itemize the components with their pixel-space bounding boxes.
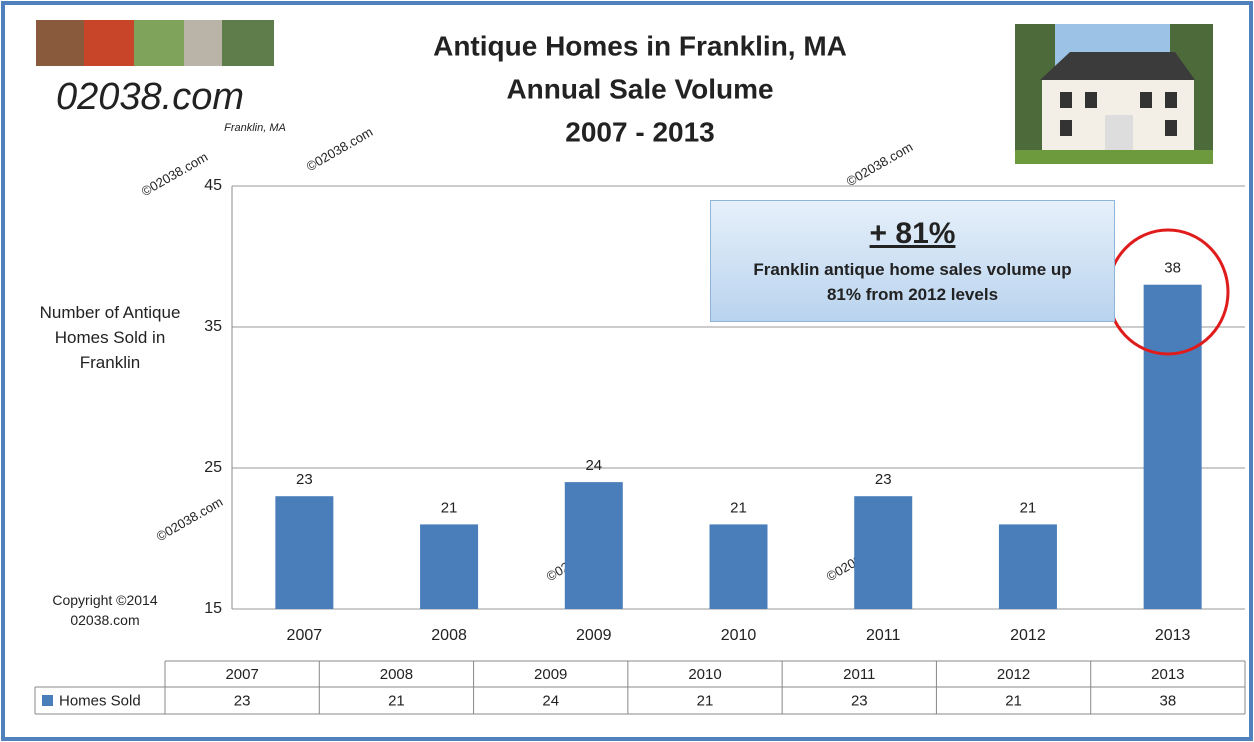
data-label: 24 (585, 457, 602, 474)
table-value: 23 (851, 692, 868, 709)
data-label: 23 (296, 471, 313, 488)
table-value: 24 (542, 692, 559, 709)
chart: 02038.com Franklin, MA Antique Homes in … (0, 0, 1254, 742)
table-value: 23 (234, 692, 251, 709)
table-value: 38 (1160, 692, 1177, 709)
bar (1144, 285, 1202, 609)
y-tick-label: 25 (204, 459, 222, 476)
table-header: 2013 (1151, 666, 1184, 683)
y-axis-label: Number of Antique Homes Sold in Franklin (35, 300, 185, 375)
bar (275, 496, 333, 609)
x-tick-label: 2012 (1010, 627, 1046, 644)
data-label: 21 (1020, 499, 1037, 516)
logo-photos (36, 20, 274, 66)
house-photo (1015, 24, 1213, 164)
table-header: 2007 (225, 666, 258, 683)
bar (999, 524, 1057, 609)
x-tick-label: 2013 (1155, 627, 1191, 644)
copyright: Copyright ©2014 02038.com (30, 590, 180, 630)
y-tick-label: 45 (204, 177, 222, 194)
x-tick-label: 2010 (721, 627, 757, 644)
data-label: 23 (875, 471, 892, 488)
chart-title: Antique Homes in Franklin, MA (433, 30, 847, 61)
table-header: 2009 (534, 666, 567, 683)
chart-title: 2007 - 2013 (565, 116, 714, 147)
table-header: 2008 (380, 666, 413, 683)
table-header: 2012 (997, 666, 1030, 683)
table-value: 21 (1005, 692, 1022, 709)
annotation-headline: + 81% (711, 217, 1114, 251)
table-header: 2010 (688, 666, 721, 683)
data-label: 21 (730, 499, 747, 516)
bar (710, 524, 768, 609)
x-tick-label: 2008 (431, 627, 467, 644)
x-tick-label: 2007 (287, 627, 323, 644)
x-tick-label: 2009 (576, 627, 612, 644)
x-tick-label: 2011 (866, 627, 901, 644)
legend-label: Homes Sold (59, 692, 141, 709)
annotation-text: Franklin antique home sales volume up 81… (748, 257, 1078, 307)
logo-site: 02038.com (56, 76, 244, 118)
bar (565, 482, 623, 609)
page: 02038.com Franklin, MA Antique Homes in … (0, 0, 1254, 742)
data-label: 21 (441, 499, 458, 516)
y-tick-label: 35 (204, 318, 222, 335)
logo-place: Franklin, MA (224, 122, 286, 134)
table-value: 21 (388, 692, 405, 709)
y-tick-label: 15 (204, 600, 222, 617)
table-value: 21 (697, 692, 714, 709)
chart-title: Annual Sale Volume (506, 73, 773, 104)
annotation-box: + 81% Franklin antique home sales volume… (710, 200, 1115, 322)
legend-swatch (42, 695, 53, 706)
bar (420, 524, 478, 609)
bar (854, 496, 912, 609)
table-header: 2011 (843, 666, 875, 683)
data-label: 38 (1164, 260, 1181, 277)
